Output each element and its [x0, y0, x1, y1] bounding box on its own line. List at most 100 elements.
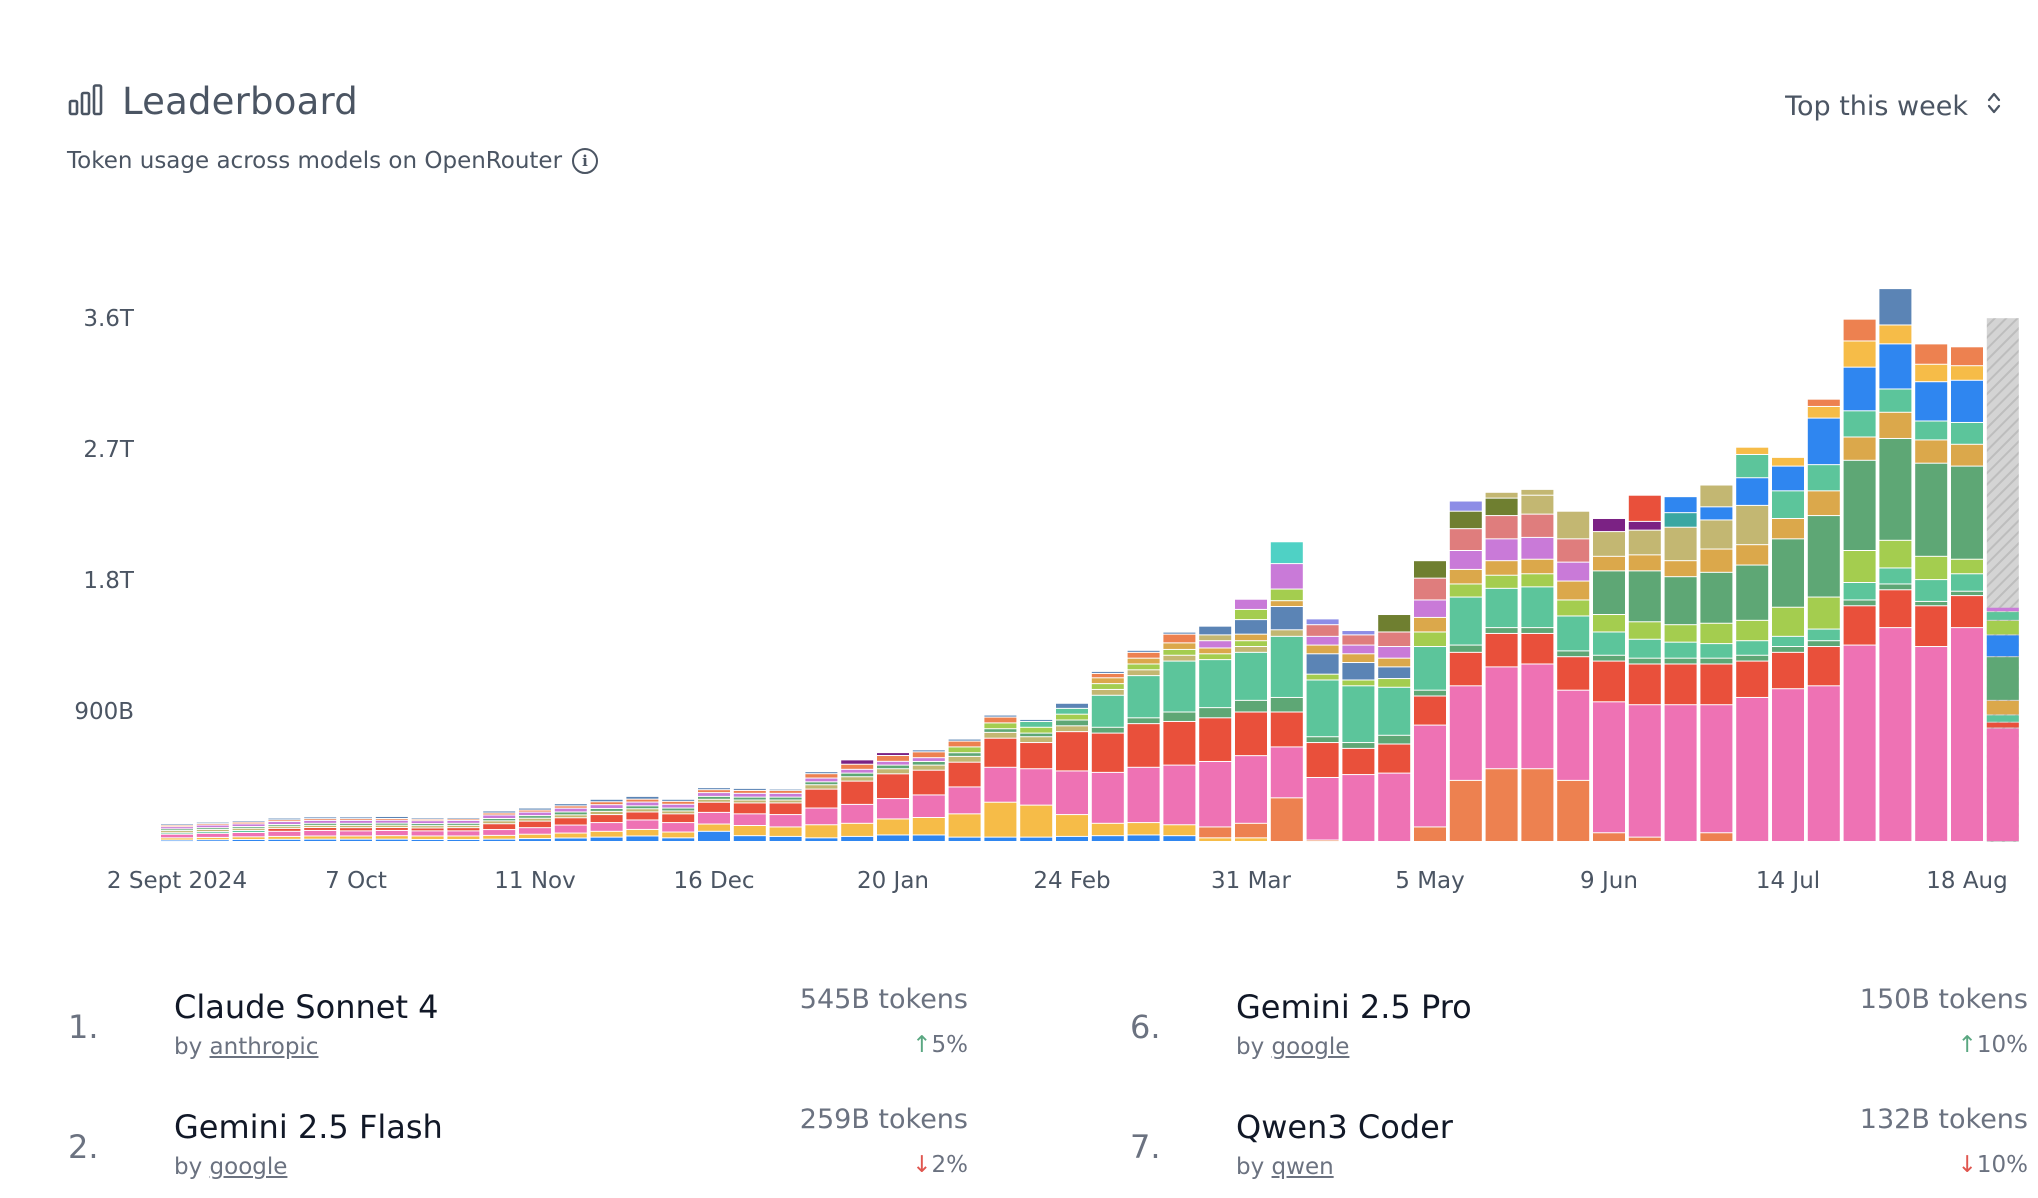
bar-stack[interactable]	[626, 796, 659, 841]
bar-stack[interactable]	[1700, 485, 1733, 841]
bar-segment	[554, 812, 587, 815]
entry-author-link[interactable]: google	[209, 1154, 288, 1180]
info-icon[interactable]: i	[572, 148, 599, 174]
bar-stack[interactable]	[912, 750, 945, 841]
bar-stack[interactable]	[554, 804, 587, 841]
bar-stack[interactable]	[1163, 632, 1196, 841]
bar-segment	[1521, 495, 1554, 514]
bar-stack[interactable]	[1306, 619, 1339, 842]
bar-segment	[1557, 600, 1590, 616]
bar-stack[interactable]	[1593, 518, 1625, 841]
bar-segment	[841, 769, 874, 773]
entry-model-name[interactable]: Gemini 2.5 Pro	[1236, 988, 1472, 1026]
bar-segment	[447, 823, 480, 825]
leaderboard-entry[interactable]: 1. Claude Sonnet 4 by anthropic 545B tok…	[68, 984, 968, 1088]
period-select[interactable]: Top this week	[1785, 90, 2002, 123]
bar-stack[interactable]	[1843, 319, 1876, 841]
entry-model-name[interactable]: Gemini 2.5 Flash	[174, 1108, 443, 1146]
bar-stack[interactable]	[1199, 626, 1232, 841]
bar-segment	[1628, 571, 1661, 622]
bar-segment	[698, 793, 730, 796]
bar-stack[interactable]	[1557, 511, 1590, 841]
arrow-down-icon: ↓	[1957, 1152, 1977, 1178]
bar-stack[interactable]	[662, 799, 695, 841]
bar-stack[interactable]	[375, 816, 408, 841]
leaderboard-entry[interactable]: 7. Qwen3 Coder by qwen 132B tokens ↓10%	[1130, 1104, 2028, 1198]
bar-segment	[1951, 596, 1983, 628]
leaderboard-entry[interactable]: 2. Gemini 2.5 Flash by google 259B token…	[68, 1104, 968, 1198]
bar-stack[interactable]	[1378, 615, 1411, 841]
bar-stack[interactable]	[268, 818, 301, 841]
bar-stack[interactable]	[590, 799, 623, 841]
bar-stack[interactable]	[948, 739, 981, 841]
bar-stack[interactable]	[1056, 703, 1088, 841]
bar-stack[interactable]	[841, 760, 874, 841]
bar-segment	[1700, 664, 1733, 705]
bar-segment	[841, 760, 874, 764]
bar-segment	[1020, 769, 1053, 805]
bar-stack[interactable]	[1127, 650, 1160, 841]
bar-stack[interactable]	[411, 818, 444, 841]
entry-author-link[interactable]: anthropic	[209, 1034, 319, 1060]
bar-stack[interactable]	[805, 772, 838, 841]
entry-author-link[interactable]: google	[1271, 1034, 1350, 1060]
bar-stack[interactable]	[984, 715, 1017, 841]
bar-stack[interactable]	[304, 817, 337, 841]
bar-stack[interactable]	[1449, 501, 1482, 841]
bar-segment	[877, 819, 909, 835]
bar-stack[interactable]	[483, 811, 516, 841]
bar-stack[interactable]	[1235, 599, 1267, 841]
bar-stack[interactable]	[340, 817, 372, 841]
bar-segment	[1270, 564, 1303, 589]
bar-segment	[1485, 561, 1518, 575]
bar-stack[interactable]	[232, 821, 265, 841]
bar-stack[interactable]	[1485, 492, 1518, 841]
bar-stack[interactable]	[1270, 542, 1303, 841]
bar-segment	[1485, 575, 1518, 588]
bar-stack[interactable]	[769, 789, 802, 841]
bar-segment	[1807, 465, 1840, 491]
bar-segment	[841, 804, 874, 823]
bar-stack[interactable]	[1807, 399, 1840, 841]
entry-model-name[interactable]: Qwen3 Coder	[1236, 1108, 1453, 1146]
entry-model-name[interactable]: Claude Sonnet 4	[174, 988, 439, 1026]
bar-segment	[1843, 341, 1876, 367]
bar-segment	[1199, 718, 1232, 761]
bar-stack[interactable]	[1628, 495, 1661, 841]
bar-stack[interactable]	[1879, 289, 1912, 841]
bar-segment	[1807, 686, 1840, 841]
bar-segment	[1951, 559, 1983, 574]
bar-stack[interactable]	[733, 788, 766, 841]
bar-segment	[769, 793, 802, 797]
arrow-up-icon: ↑	[912, 1032, 932, 1058]
bar-segment	[1664, 705, 1697, 841]
bar-stack[interactable]	[1915, 344, 1948, 841]
bar-segment	[1163, 655, 1196, 661]
bar-stack[interactable]	[1342, 631, 1375, 841]
bar-stack[interactable]	[877, 753, 909, 841]
bar-stack[interactable]	[196, 822, 229, 841]
entry-author-link[interactable]: qwen	[1271, 1154, 1334, 1180]
bar-stack[interactable]	[519, 808, 551, 841]
bar-segment	[1163, 765, 1196, 825]
bar-segment	[698, 802, 730, 812]
leaderboard-entry[interactable]: 6. Gemini 2.5 Pro by google 150B tokens …	[1130, 984, 2028, 1088]
bar-stack[interactable]	[1951, 347, 1983, 841]
bar-segment	[1091, 684, 1124, 689]
bar-segment	[1700, 485, 1733, 507]
bar-segment	[1235, 620, 1267, 634]
bar-stack[interactable]	[1414, 561, 1446, 841]
bar-stack[interactable]	[1521, 489, 1554, 841]
bar-segment	[626, 812, 659, 820]
bar-stack[interactable]	[447, 817, 480, 841]
bar-stack[interactable]	[1736, 447, 1769, 841]
bar-stack[interactable]	[698, 788, 730, 841]
bar-stack[interactable]	[1664, 497, 1697, 841]
bar-segment	[447, 819, 480, 820]
bar-stack[interactable]	[1986, 318, 2019, 842]
x-tick-label: 16 Dec	[673, 868, 754, 894]
bar-stack[interactable]	[161, 824, 193, 842]
bar-stack[interactable]	[1772, 457, 1804, 841]
bar-stack[interactable]	[1091, 671, 1124, 841]
bar-stack[interactable]	[1020, 719, 1053, 841]
